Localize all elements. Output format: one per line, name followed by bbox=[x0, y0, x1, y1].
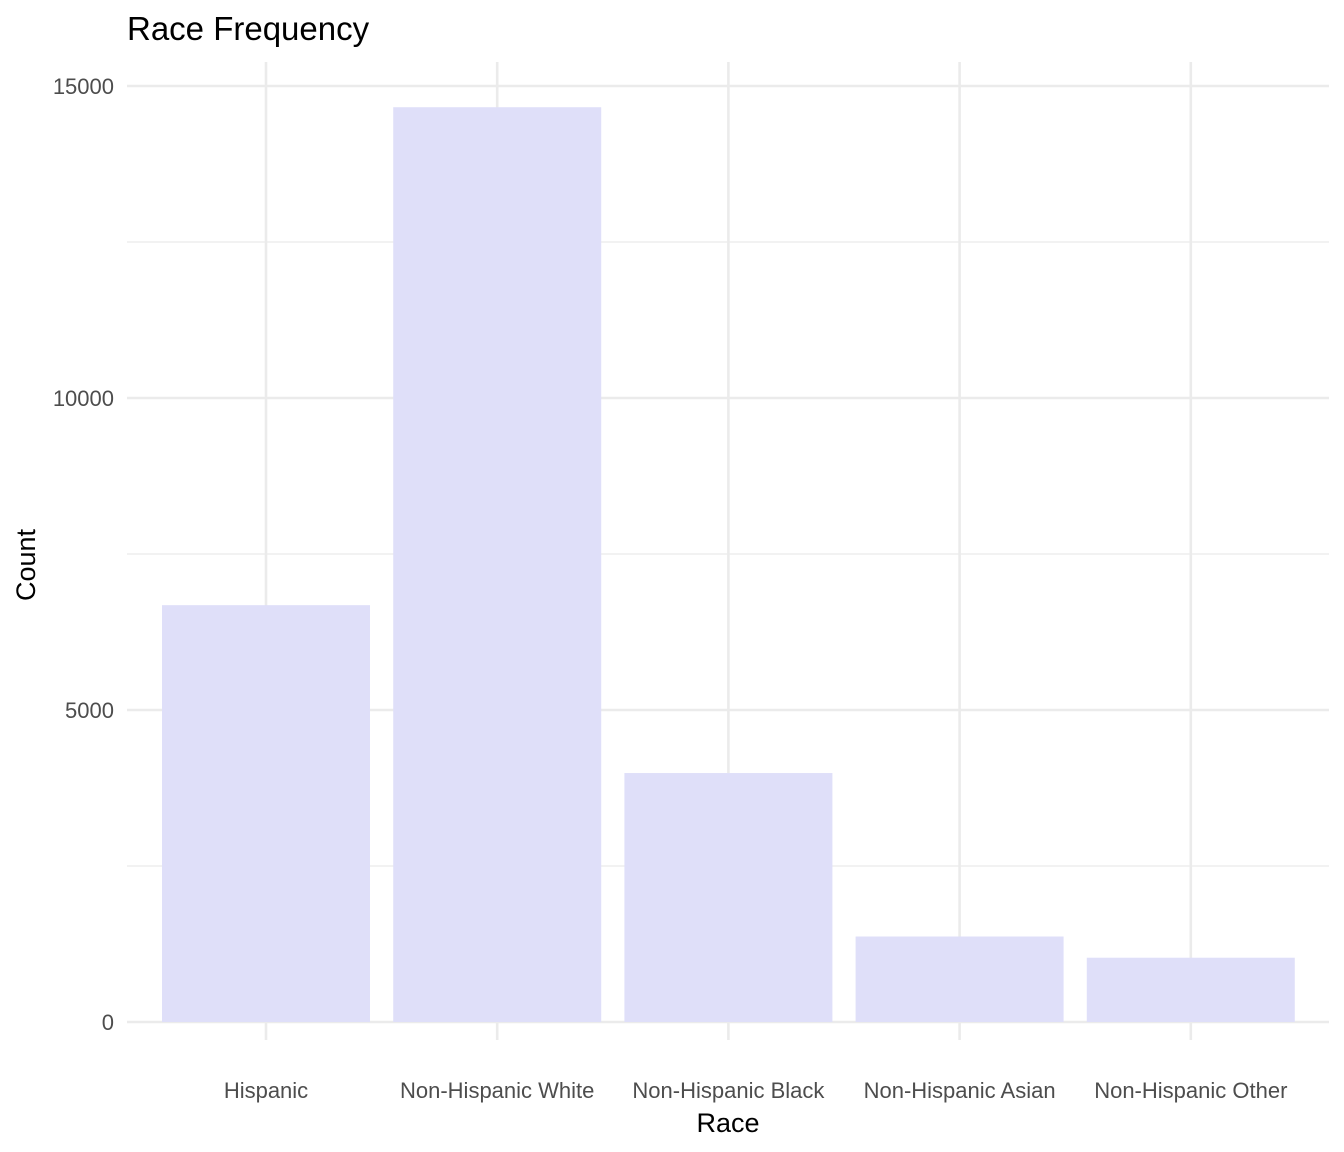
y-tick-label: 0 bbox=[102, 1010, 114, 1035]
x-axis-title: Race bbox=[696, 1108, 759, 1138]
y-axis-title: Count bbox=[11, 528, 41, 601]
bars bbox=[162, 107, 1295, 1022]
y-tick-label: 10000 bbox=[53, 386, 114, 411]
x-tick-label: Non-Hispanic Other bbox=[1094, 1078, 1287, 1103]
bar-hispanic bbox=[162, 605, 370, 1022]
bar-non-hispanic-white bbox=[393, 107, 602, 1022]
bar-non-hispanic-asian bbox=[855, 936, 1064, 1022]
y-axis-tick-labels: 0 5000 10000 15000 bbox=[53, 74, 114, 1035]
x-tick-label: Hispanic bbox=[224, 1078, 308, 1103]
x-tick-label: Non-Hispanic Asian bbox=[864, 1078, 1056, 1103]
y-tick-label: 15000 bbox=[53, 74, 114, 99]
x-axis-tick-labels: Hispanic Non-Hispanic White Non-Hispanic B… bbox=[224, 1078, 1288, 1103]
bar-non-hispanic-black bbox=[624, 773, 833, 1022]
x-tick-label: Non-Hispanic Black bbox=[632, 1078, 825, 1103]
chart-title: Race Frequency bbox=[127, 10, 370, 47]
x-tick-label: Non-Hispanic White bbox=[400, 1078, 594, 1103]
bar-non-hispanic-other bbox=[1086, 957, 1295, 1022]
y-tick-label: 5000 bbox=[65, 698, 114, 723]
